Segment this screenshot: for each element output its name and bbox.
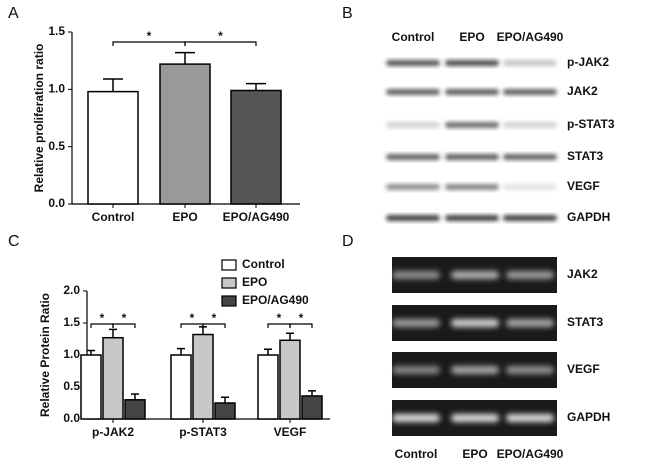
bar [87, 90, 139, 205]
row-label: JAK2 [567, 267, 598, 281]
legend-swatch [221, 295, 237, 307]
blot-band [503, 184, 557, 190]
x-tick-label: VEGF [274, 425, 307, 439]
bar [124, 399, 146, 420]
row-label: STAT3 [567, 315, 604, 329]
gel-band [451, 271, 499, 279]
gel-band [392, 366, 440, 374]
significance-star: * [212, 311, 217, 325]
panel-letter: A [8, 5, 19, 22]
column-label: Control [395, 447, 438, 461]
blot-band [445, 89, 499, 95]
bar [102, 336, 124, 420]
y-tick-label: 1.5 [63, 315, 80, 329]
gel-band [451, 319, 499, 327]
significance-bracket [112, 323, 136, 328]
x-tick-label: EPO/AG490 [223, 210, 290, 224]
gel-band [506, 414, 554, 422]
significance-bracket [289, 323, 313, 328]
blot-band [386, 89, 440, 95]
row-label: GAPDH [567, 410, 610, 424]
blot-band [445, 154, 499, 160]
blot-band [386, 154, 440, 160]
row-label: p-JAK2 [567, 55, 609, 69]
bar [230, 89, 282, 205]
significance-star: * [100, 311, 105, 325]
blot-band [386, 215, 440, 221]
panel-letter: B [342, 5, 353, 22]
significance-star: * [122, 311, 127, 325]
y-tick-label: 0.5 [48, 139, 65, 153]
column-label: EPO [462, 447, 487, 461]
blot-band [445, 184, 499, 190]
y-tick-label: 0.0 [48, 196, 65, 210]
row-label: GAPDH [567, 210, 610, 224]
y-tick-label: 1.0 [48, 82, 65, 96]
legend-swatch [221, 259, 237, 271]
blot-band [386, 60, 440, 66]
column-label: EPO/AG490 [497, 30, 564, 44]
gel-band [506, 319, 554, 327]
y-tick-label: 2.0 [63, 283, 80, 297]
row-label: JAK2 [567, 84, 598, 98]
bar [301, 395, 323, 420]
x-tick-label: p-JAK2 [92, 425, 134, 439]
legend-label: EPO [242, 275, 267, 289]
significance-bracket [202, 323, 226, 328]
bar [192, 333, 214, 420]
row-label: p-STAT3 [567, 117, 615, 131]
gel-band [451, 366, 499, 374]
significance-star: * [190, 311, 195, 325]
y-tick-label: 1.0 [63, 347, 80, 361]
bar [257, 354, 279, 420]
blot-band [503, 89, 557, 95]
gel-band [506, 366, 554, 374]
bar [214, 402, 236, 420]
blot-band [445, 60, 499, 66]
column-label: Control [392, 30, 435, 44]
legend-swatch [221, 277, 237, 289]
y-tick-label: 1.5 [48, 24, 65, 38]
y-axis-label: Relative Protein Ratio [38, 293, 52, 417]
x-tick-label: Control [92, 210, 135, 224]
bar [279, 339, 301, 420]
x-tick-label: EPO [172, 210, 197, 224]
blot-band [503, 215, 557, 221]
panel-letter: D [342, 233, 354, 250]
significance-bracket [184, 41, 257, 46]
significance-star: * [147, 29, 152, 43]
blot-band [503, 122, 557, 128]
column-label: EPO [459, 30, 484, 44]
blot-band [503, 154, 557, 160]
column-label: EPO/AG490 [497, 447, 564, 461]
significance-star: * [299, 311, 304, 325]
y-axis-label: Relative proliferation ratio [32, 44, 46, 193]
x-tick-label: p-STAT3 [179, 425, 227, 439]
bar [159, 63, 211, 205]
bar [170, 354, 192, 420]
row-label: VEGF [567, 179, 600, 193]
significance-star: * [277, 311, 282, 325]
significance-star: * [218, 29, 223, 43]
panel-letter: C [8, 233, 20, 250]
blot-band [445, 122, 499, 128]
y-tick-label: 0.0 [63, 411, 80, 425]
legend-label: EPO/AG490 [242, 293, 309, 307]
legend-label: Control [242, 257, 285, 271]
bar [80, 354, 102, 420]
gel-band [451, 414, 499, 422]
blot-band [386, 184, 440, 190]
gel-band [392, 271, 440, 279]
y-tick-label: 0.5 [63, 379, 80, 393]
row-label: STAT3 [567, 149, 604, 163]
blot-band [386, 122, 440, 128]
gel-band [506, 271, 554, 279]
blot-band [445, 215, 499, 221]
gel-band [392, 414, 440, 422]
blot-band [503, 60, 557, 66]
row-label: VEGF [567, 362, 600, 376]
gel-band [392, 319, 440, 327]
